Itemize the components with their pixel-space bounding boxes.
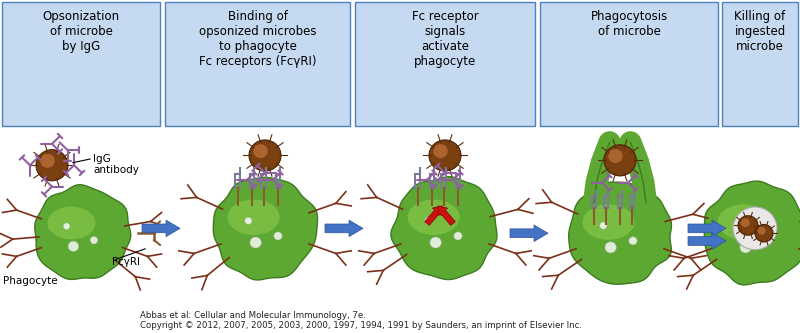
Text: Abbas et al: Cellular and Molecular Immunology, 7e.
Copyright © 2012, 2007, 2005: Abbas et al: Cellular and Molecular Immu… — [140, 311, 582, 330]
FancyArrow shape — [425, 206, 442, 225]
Circle shape — [454, 232, 462, 240]
FancyArrow shape — [510, 225, 548, 241]
Circle shape — [755, 224, 773, 242]
Bar — [2, 2, 160, 126]
Circle shape — [608, 149, 622, 163]
Ellipse shape — [407, 199, 459, 235]
Bar — [355, 2, 535, 126]
Circle shape — [734, 222, 742, 229]
FancyArrow shape — [688, 233, 726, 249]
Bar — [165, 2, 350, 126]
Text: Binding of
opsonized microbes
to phagocyte
Fc receptors (FcγRI): Binding of opsonized microbes to phagocy… — [198, 10, 316, 68]
Circle shape — [764, 237, 772, 245]
Circle shape — [629, 237, 637, 245]
Text: FcγRI: FcγRI — [112, 257, 140, 267]
Circle shape — [63, 223, 70, 229]
Circle shape — [430, 237, 442, 248]
Circle shape — [741, 218, 750, 227]
Text: IgG
antibody: IgG antibody — [93, 154, 139, 175]
Circle shape — [90, 236, 98, 244]
Circle shape — [274, 232, 282, 240]
Circle shape — [605, 242, 616, 253]
Circle shape — [740, 242, 751, 253]
Ellipse shape — [582, 204, 634, 240]
Polygon shape — [569, 182, 671, 284]
Circle shape — [758, 227, 766, 235]
FancyArrow shape — [325, 220, 363, 237]
Circle shape — [249, 140, 281, 171]
Ellipse shape — [227, 199, 279, 235]
Circle shape — [600, 222, 607, 229]
Text: Opsonization
of microbe
by IgG: Opsonization of microbe by IgG — [42, 10, 119, 53]
FancyArrow shape — [438, 206, 455, 225]
Polygon shape — [704, 181, 800, 285]
Circle shape — [68, 241, 78, 251]
Bar — [540, 2, 718, 126]
Ellipse shape — [47, 207, 95, 239]
Circle shape — [738, 216, 758, 235]
Circle shape — [250, 237, 262, 248]
Polygon shape — [214, 177, 318, 280]
Circle shape — [429, 140, 461, 171]
Text: Phagocytosis
of microbe: Phagocytosis of microbe — [590, 10, 668, 38]
Ellipse shape — [718, 204, 770, 240]
Circle shape — [40, 154, 54, 168]
Circle shape — [254, 144, 268, 158]
Circle shape — [425, 217, 432, 224]
Text: Killing of
ingested
microbe: Killing of ingested microbe — [734, 10, 786, 53]
Bar — [722, 2, 798, 126]
FancyArrow shape — [688, 220, 726, 237]
Text: Phagocyte: Phagocyte — [3, 276, 58, 286]
Text: Fc receptor
signals
activate
phagocyte: Fc receptor signals activate phagocyte — [412, 10, 478, 68]
Circle shape — [733, 207, 777, 250]
Polygon shape — [391, 177, 497, 279]
Circle shape — [434, 144, 448, 158]
Circle shape — [36, 150, 68, 181]
FancyArrow shape — [142, 220, 180, 237]
Circle shape — [604, 145, 636, 176]
Polygon shape — [34, 185, 130, 279]
Circle shape — [245, 217, 252, 224]
